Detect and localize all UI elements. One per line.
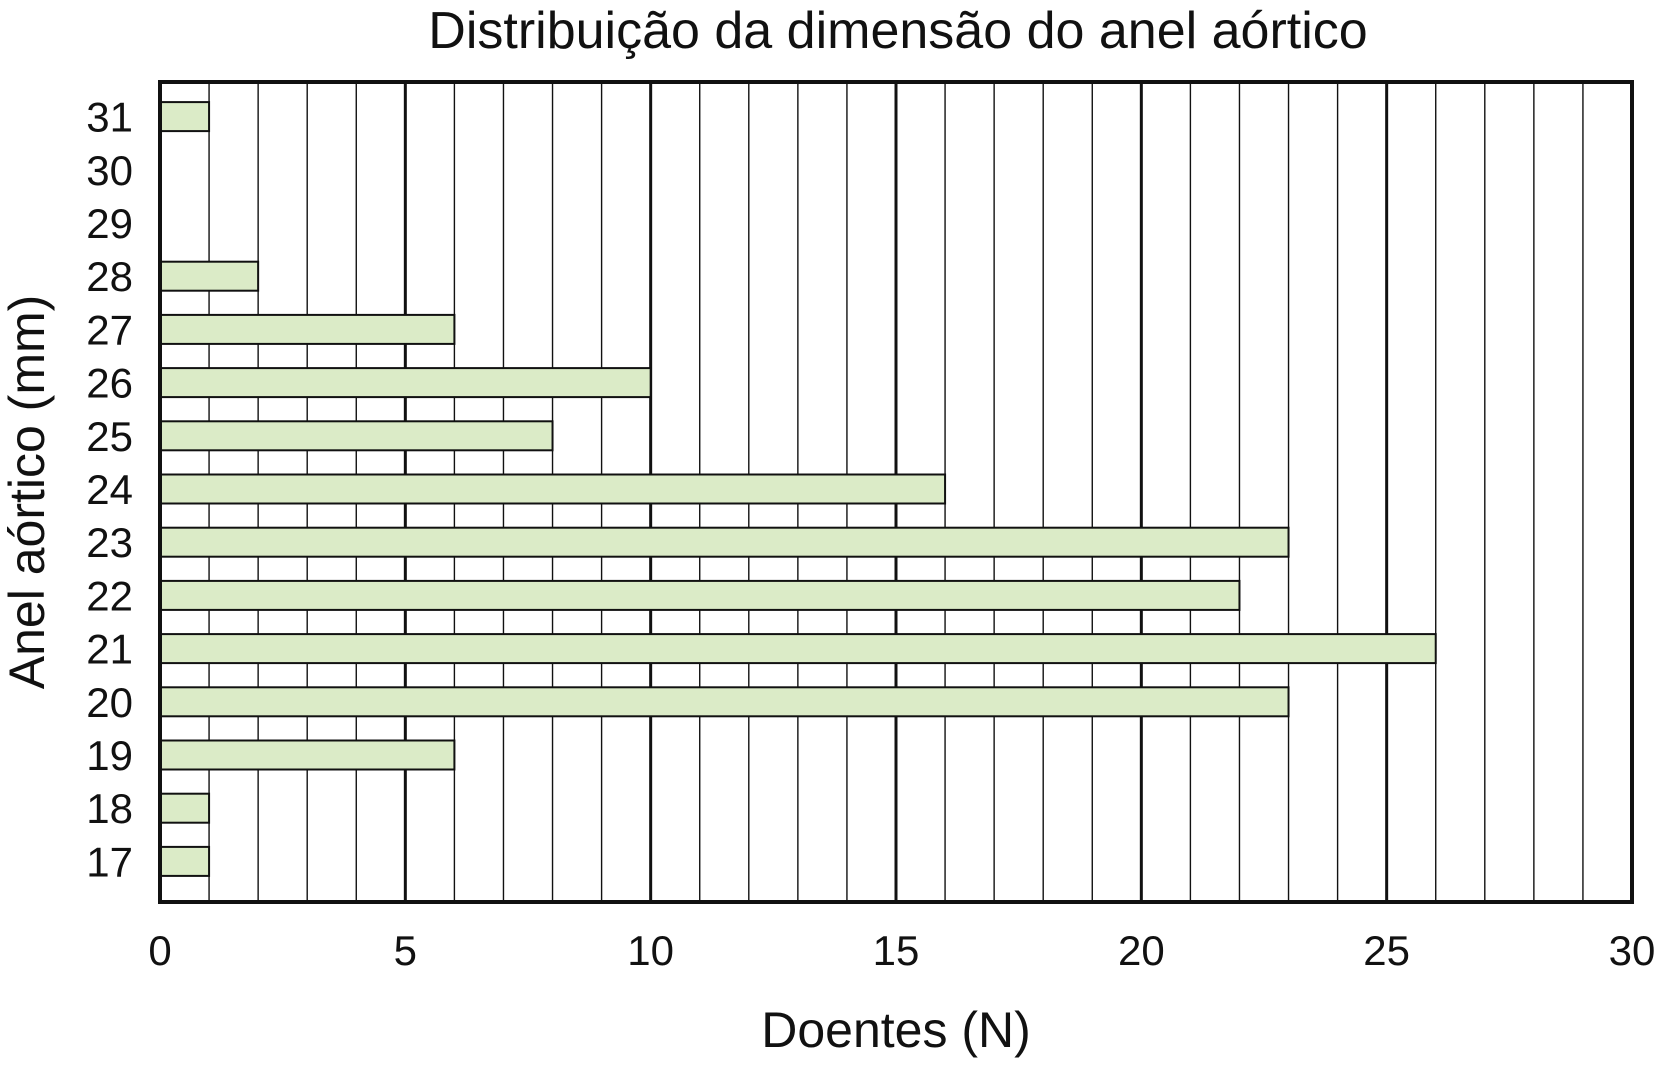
y-tick-label: 17	[86, 838, 133, 885]
bar-28	[159, 260, 260, 292]
x-tick-label: 5	[394, 927, 417, 974]
y-tick-label: 30	[86, 147, 133, 194]
x-axis-label: Doentes (N)	[761, 1002, 1031, 1058]
x-tick-label: 20	[1118, 927, 1165, 974]
y-tick-labels: 31 30 29 28 27 26 25 24 23 22 21 20 19 18 17	[86, 94, 133, 886]
y-tick-label: 29	[86, 200, 133, 247]
x-tick-label: 0	[148, 927, 171, 974]
x-tick-labels: 0 5 10 15 20 25 30	[148, 927, 1655, 974]
y-tick-label: 31	[86, 94, 133, 141]
x-tick-label: 15	[873, 927, 920, 974]
chart-title: Distribuição da dimensão do anel aórtico	[428, 2, 1367, 60]
y-tick-label: 24	[86, 466, 133, 513]
bar-24	[159, 473, 947, 505]
bar-26	[159, 367, 652, 399]
y-tick-label: 19	[86, 732, 133, 779]
plot-frame	[158, 80, 1634, 904]
bar-17	[159, 845, 211, 877]
bar-22	[159, 579, 1241, 611]
y-tick-label: 18	[86, 785, 133, 832]
bar-19	[159, 739, 456, 771]
x-tick-label: 25	[1363, 927, 1410, 974]
bar-31	[159, 101, 211, 133]
y-tick-label: 27	[86, 306, 133, 353]
bar-21	[159, 633, 1437, 665]
y-tick-label: 23	[86, 519, 133, 566]
y-tick-label: 20	[86, 679, 133, 726]
x-tick-label: 30	[1609, 927, 1655, 974]
y-tick-label: 22	[86, 572, 133, 619]
bar-25	[159, 420, 554, 452]
bar-23	[159, 526, 1290, 558]
bar-20	[159, 686, 1290, 718]
y-tick-label: 26	[86, 360, 133, 407]
bars	[159, 101, 1437, 877]
y-tick-label: 25	[86, 413, 133, 460]
y-tick-label: 28	[86, 253, 133, 300]
x-tick-label: 10	[627, 927, 674, 974]
bar-18	[159, 792, 211, 824]
bar-27	[159, 313, 456, 345]
y-axis-label: Anel aórtico (mm)	[0, 295, 55, 690]
y-tick-label: 21	[86, 626, 133, 673]
